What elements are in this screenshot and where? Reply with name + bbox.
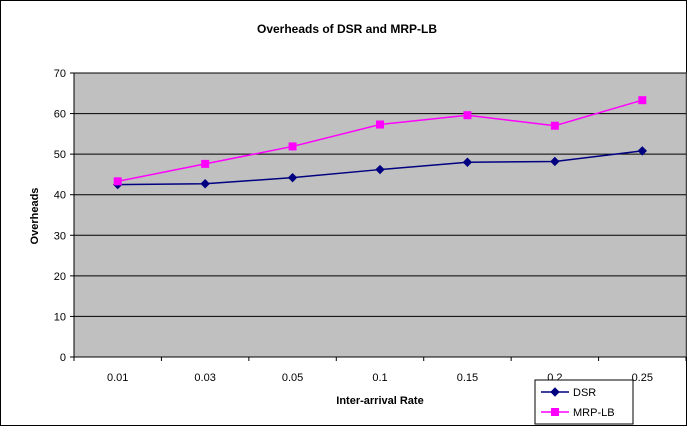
x-tick-label: 0.05 <box>282 372 303 384</box>
y-tick-label: 50 <box>54 149 66 161</box>
legend-marker <box>551 408 559 416</box>
series-layer <box>113 96 647 190</box>
x-tick-label: 0.03 <box>194 372 215 384</box>
data-point <box>463 111 472 120</box>
data-point <box>462 157 473 167</box>
data-point <box>550 156 560 167</box>
y-axis: 0 10 20 30 40 50 60 70 <box>54 68 75 364</box>
data-point <box>550 121 559 130</box>
chart-title: Overheads of DSR and MRP-LB <box>257 22 437 36</box>
y-axis-title: Overheads <box>29 188 41 245</box>
data-point <box>200 179 210 189</box>
data-point <box>375 164 385 175</box>
data-point <box>113 177 122 186</box>
data-point <box>288 142 297 151</box>
legend-marker <box>550 387 560 397</box>
y-tick-label: 10 <box>54 311 66 323</box>
legend-label: DSR <box>573 387 596 399</box>
y-tick-label: 20 <box>54 271 66 283</box>
x-axis-title: Inter-arrival Rate <box>336 395 423 407</box>
data-point <box>287 172 298 183</box>
legend-box <box>534 379 634 425</box>
series-mrp-lb <box>113 96 647 186</box>
x-tick-label: 0.01 <box>107 372 128 384</box>
x-tick-label: 0.25 <box>632 372 653 384</box>
x-tick-label: 0.1 <box>372 372 387 384</box>
data-point <box>201 159 210 168</box>
y-tick-label: 40 <box>54 190 66 202</box>
y-tick-label: 0 <box>60 352 66 364</box>
data-point <box>376 120 384 129</box>
y-tick-label: 30 <box>54 230 66 242</box>
x-tick-label: 0.15 <box>457 372 478 384</box>
x-axis: 0.01 0.03 0.05 0.1 0.15 0.2 0.25 <box>73 356 687 384</box>
legend-label: MRP-LB <box>573 407 615 419</box>
plot-area <box>73 72 687 358</box>
data-point <box>637 146 647 156</box>
data-point <box>638 96 647 105</box>
legend: DSR MRP-LB <box>534 379 634 425</box>
y-tick-label: 70 <box>54 68 66 80</box>
y-tick-label: 60 <box>54 109 66 121</box>
